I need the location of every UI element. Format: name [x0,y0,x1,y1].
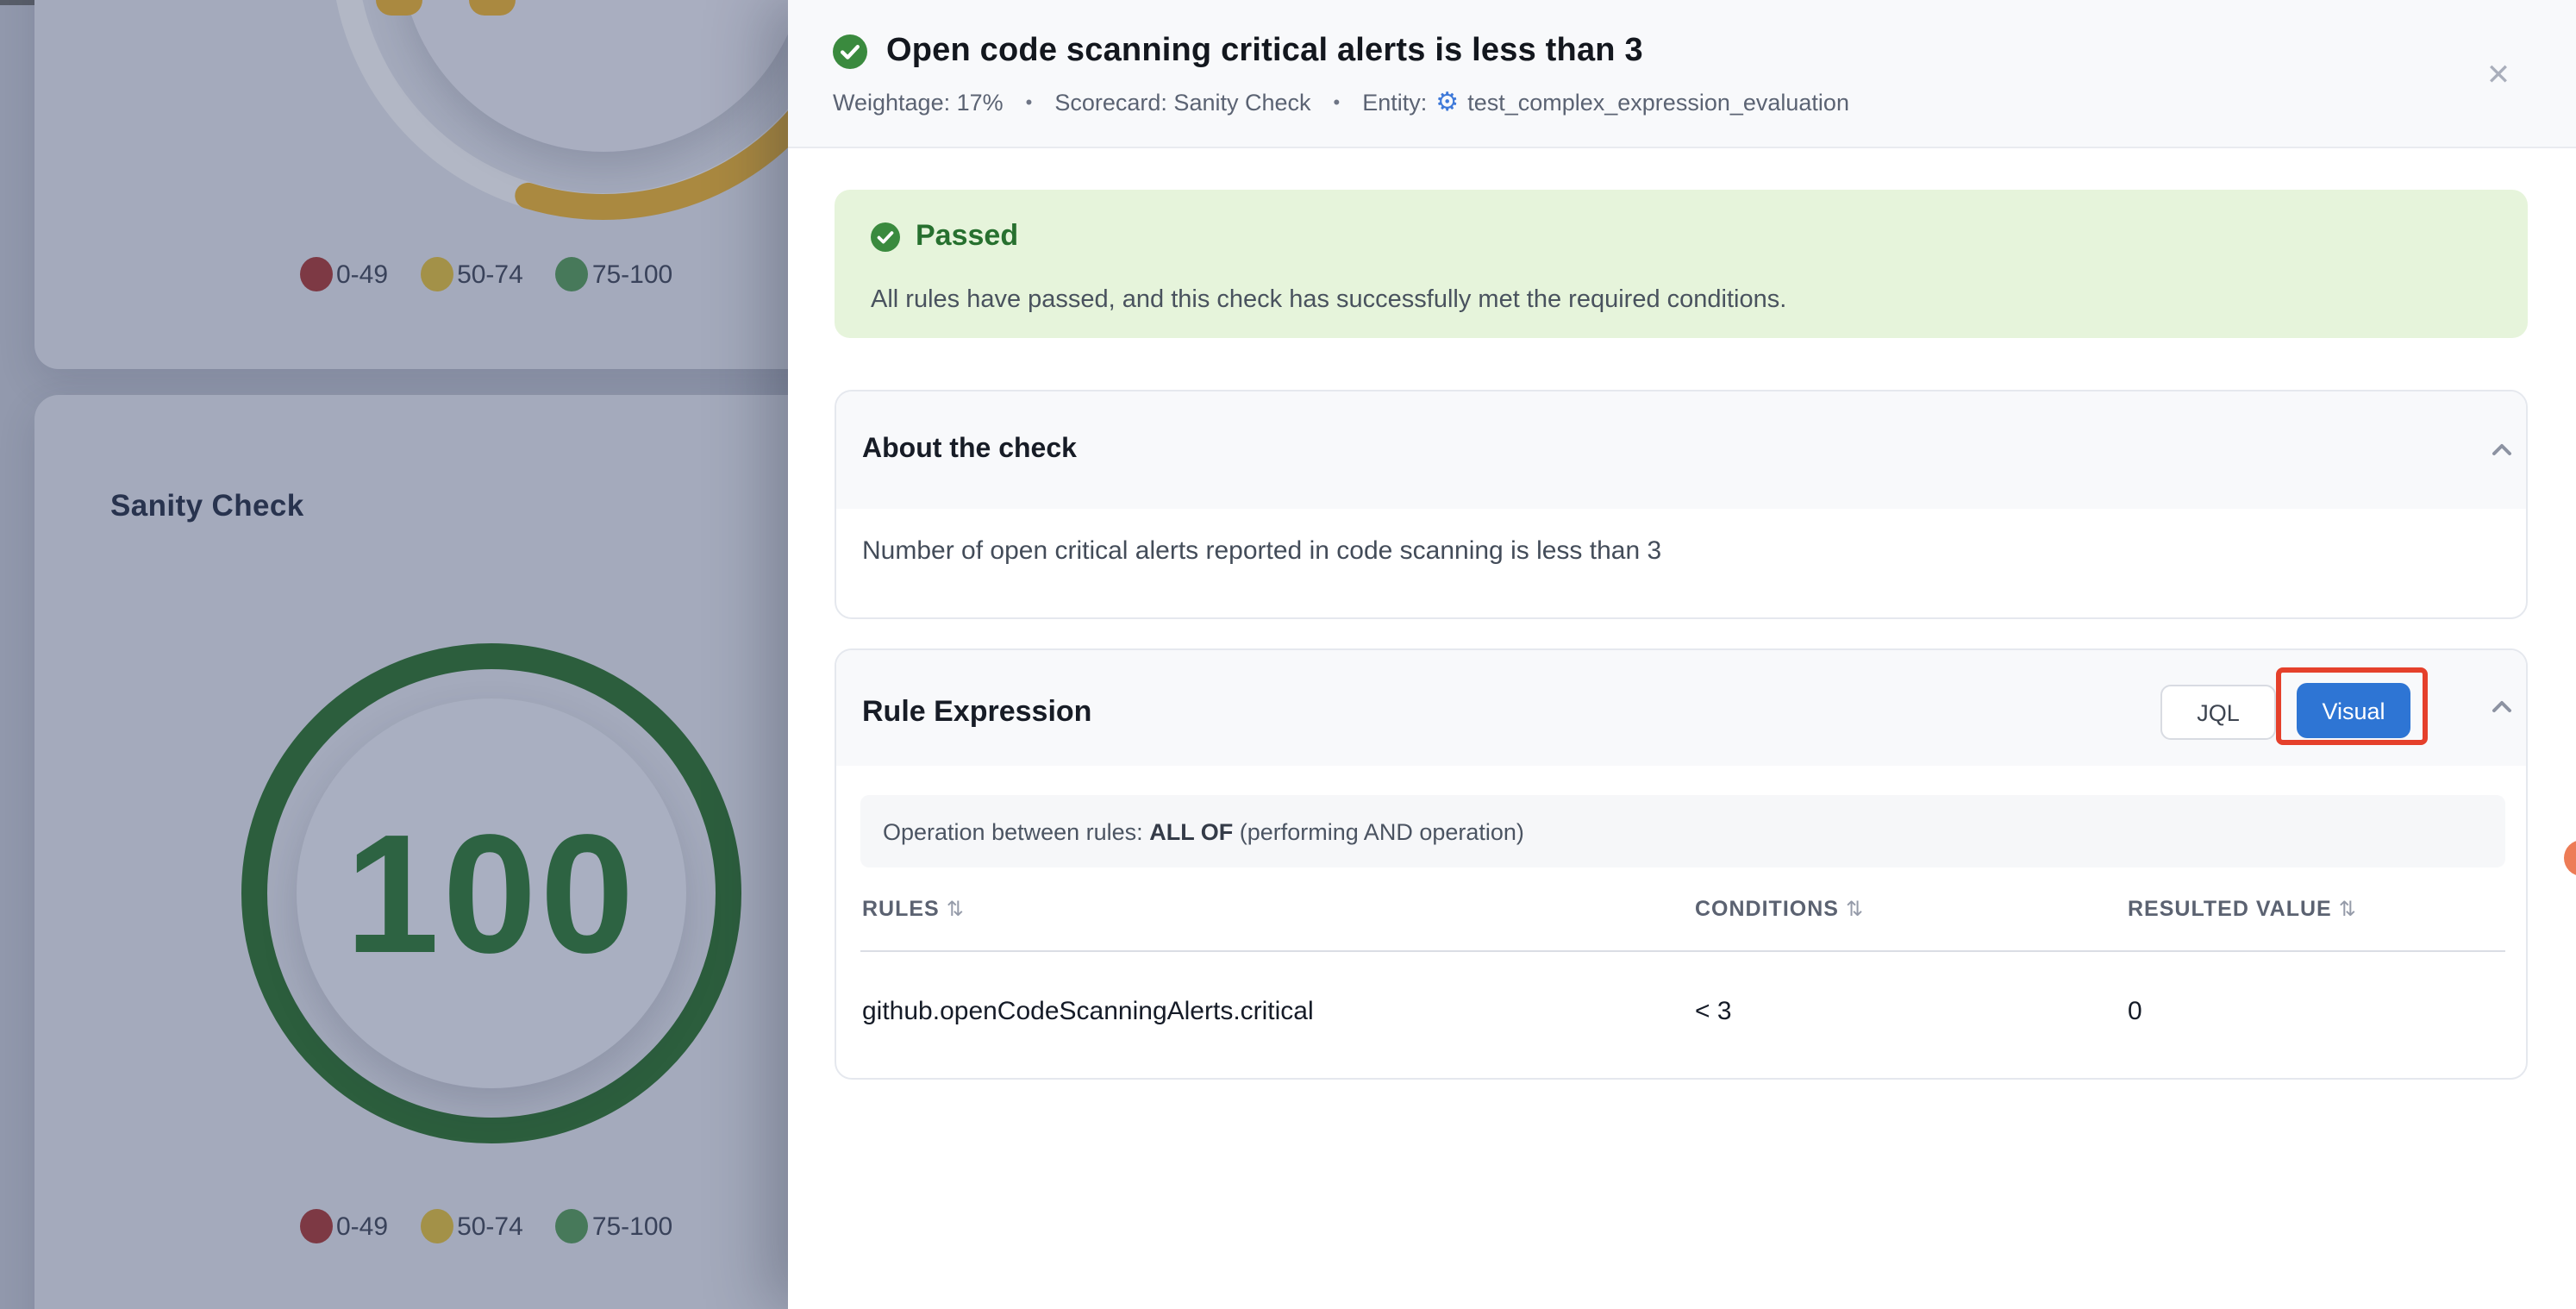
bullet-separator-icon: • [1333,92,1341,113]
gauge-legend: 0-49 50-74 75-100 [300,257,672,291]
legend-dot-gold-icon [421,1209,454,1243]
check-detail-drawer: Open code scanning critical alerts is le… [788,0,2576,1309]
rule-expression-title: Rule Expression [862,695,1092,728]
sort-icon[interactable]: ⇅ [2338,897,2357,921]
sort-icon[interactable]: ⇅ [946,897,965,921]
cutoff-score-digit [469,0,516,16]
weightage-text: Weightage: 17% [833,90,1004,116]
legend-label: 0-49 [336,260,389,289]
legend-label: 50-74 [457,1212,523,1241]
drawer-header: Open code scanning critical alerts is le… [788,0,2576,148]
legend-item: 0-49 [300,257,388,291]
scorecard-text: Scorecard: Sanity Check [1054,90,1311,116]
bullet-separator-icon: • [1025,92,1033,113]
gauge-score-value: 100 [345,798,638,987]
status-message: All rules have passed, and this check ha… [871,286,1787,314]
operation-prefix: Operation between rules: [883,818,1143,844]
column-header-conditions[interactable]: CONDITIONS ⇅ [1695,897,1864,921]
about-check-card: About the check Number of open critical … [835,390,2528,619]
resulted-value-cell: 0 [2128,997,2142,1026]
table-row: github.openCodeScanningAlerts.critical <… [836,997,2526,1031]
floating-widget-button[interactable] [2564,840,2576,876]
operation-text: Operation between rules: ALL OF (perform… [883,818,1524,844]
column-label: CONDITIONS [1695,897,1839,921]
legend-item: 75-100 [555,1209,673,1243]
legend-dot-red-icon [300,1209,333,1243]
passed-status-banner: Passed All rules have passed, and this c… [835,190,2528,338]
entity-group: Entity: ⚙ test_complex_expression_evalua… [1362,87,1849,116]
legend-label: 0-49 [336,1212,389,1241]
gauge-inner-disc [297,698,686,1088]
entity-name-link[interactable]: test_complex_expression_evaluation [1467,90,1849,116]
operation-value: ALL OF [1149,818,1234,844]
chevron-up-icon[interactable] [2486,435,2517,466]
legend-dot-green-icon [555,1209,589,1243]
legend-dot-red-icon [300,257,333,291]
legend-item: 75-100 [555,257,673,291]
column-header-resulted-value[interactable]: RESULTED VALUE ⇅ [2128,897,2357,921]
banner-heading: Passed [871,219,1018,254]
rule-cell: github.openCodeScanningAlerts.critical [862,997,1314,1026]
jql-toggle-button[interactable]: JQL [2160,685,2276,740]
about-title: About the check [862,435,1077,464]
cutoff-score-digit [376,0,422,16]
column-label: RESULTED VALUE [2128,897,2332,921]
legend-item: 0-49 [300,1209,388,1243]
visual-toggle-button[interactable]: Visual [2297,683,2410,738]
legend-label: 50-74 [457,260,523,289]
card-header [836,391,2526,509]
legend-item: 50-74 [421,1209,523,1243]
status-title: Passed [916,219,1019,252]
rule-expression-card: Rule Expression JQL Visual Operation bet… [835,648,2528,1080]
operation-suffix: (performing AND operation) [1239,818,1524,844]
legend-label: 75-100 [591,260,673,289]
table-divider [860,950,2505,952]
legend-dot-green-icon [555,257,589,291]
table-header-row: RULES ⇅ CONDITIONS ⇅ RESULTED VALUE ⇅ [836,897,2526,931]
chevron-up-icon[interactable] [2486,692,2517,723]
check-circle-icon [833,34,867,69]
operation-between-rules-bar: Operation between rules: ALL OF (perform… [860,795,2505,867]
about-description: Number of open critical alerts reported … [862,536,1662,566]
gear-icon: ⚙ [1435,87,1460,116]
legend-label: 75-100 [591,1212,673,1241]
legend-dot-gold-icon [421,257,454,291]
sort-icon[interactable]: ⇅ [1845,897,1865,921]
check-circle-icon [871,222,900,251]
legend-item: 50-74 [421,257,523,291]
close-icon[interactable]: ✕ [2485,59,2511,91]
card-title: Sanity Check [110,488,304,523]
entity-label: Entity: [1362,90,1428,116]
column-label: RULES [862,897,940,921]
check-title: Open code scanning critical alerts is le… [886,33,1643,69]
check-meta-row: Weightage: 17% • Scorecard: Sanity Check… [833,87,1849,116]
condition-cell: < 3 [1695,997,1732,1026]
column-header-rules[interactable]: RULES ⇅ [862,897,965,921]
gauge-legend: 0-49 50-74 75-100 [300,1209,672,1243]
annotation-highlight-box [2276,667,2428,745]
